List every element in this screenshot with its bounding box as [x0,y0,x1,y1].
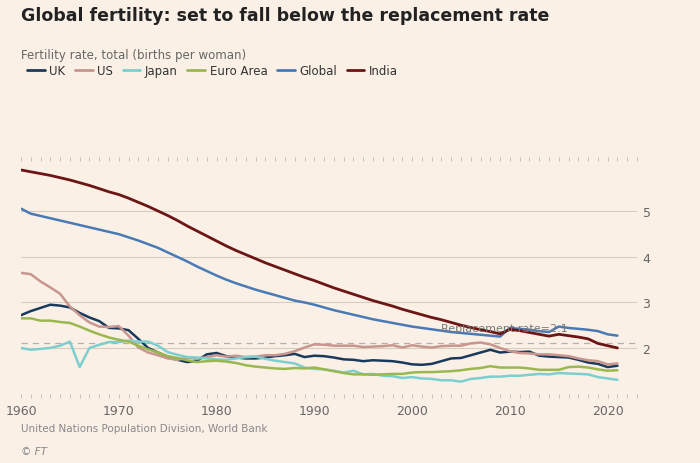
Text: United Nations Population Division, World Bank: United Nations Population Division, Worl… [21,423,267,433]
Text: Global fertility: set to fall below the replacement rate: Global fertility: set to fall below the … [21,7,550,25]
Text: © FT: © FT [21,446,47,456]
Text: Replacement rate=2.1: Replacement rate=2.1 [442,324,568,334]
Text: Fertility rate, total (births per woman): Fertility rate, total (births per woman) [21,49,246,62]
Legend: UK, US, Japan, Euro Area, Global, India: UK, US, Japan, Euro Area, Global, India [27,65,398,78]
